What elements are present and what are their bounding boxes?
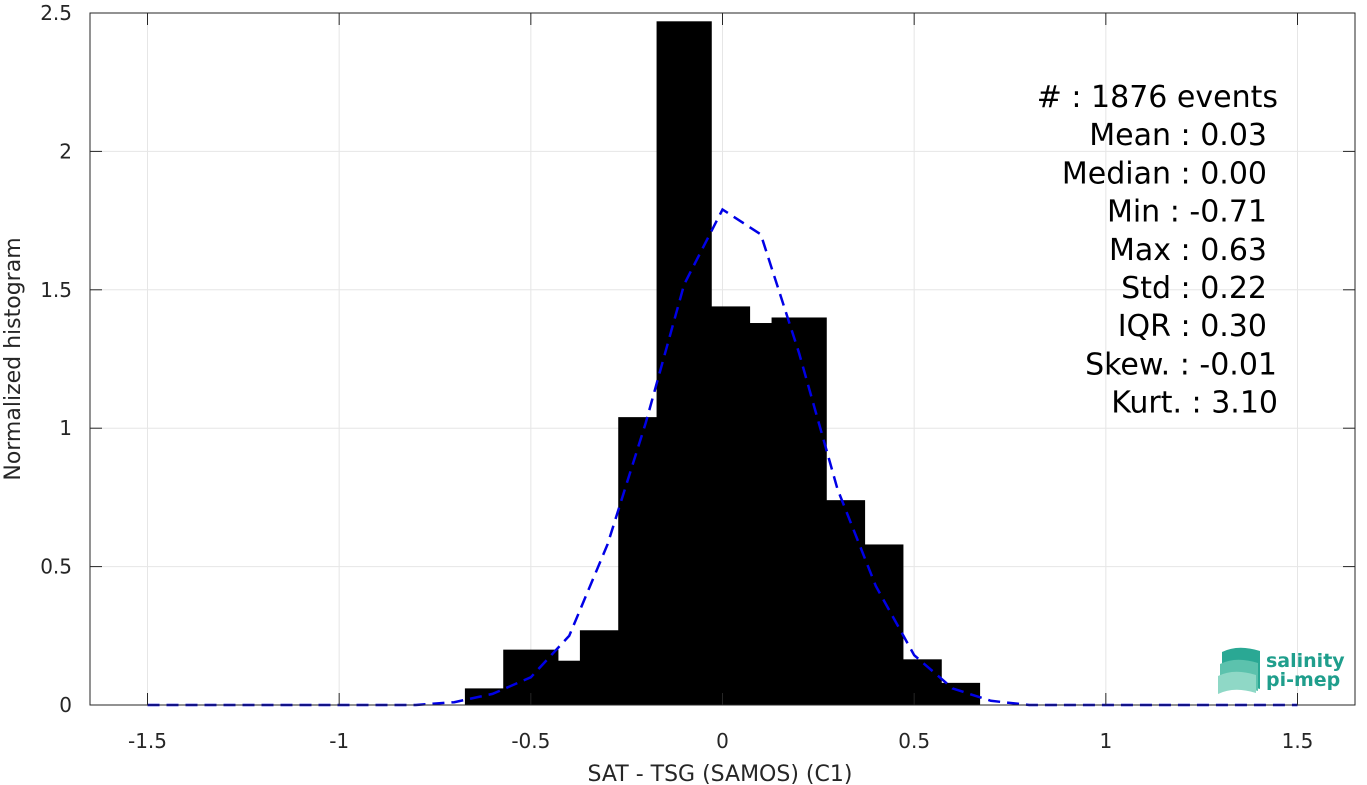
stat-line-8: Kurt. : 3.10 xyxy=(1111,386,1278,421)
x-tick-label-0: -1.5 xyxy=(128,729,167,753)
x-tick-label-4: 0.5 xyxy=(898,729,930,753)
x-tick-label-3: 0 xyxy=(716,729,729,753)
stat-line-2: Median : 0.00 xyxy=(1062,156,1267,191)
salinity-pimep-logo: salinity pi-mep xyxy=(1218,647,1345,694)
logo-text-salinity: salinity xyxy=(1266,650,1345,672)
x-axis-label: SAT - TSG (SAMOS) (C1) xyxy=(588,762,853,785)
y-tick-label-1: 0.5 xyxy=(40,555,72,579)
x-tick-label-6: 1.5 xyxy=(1282,729,1314,753)
stat-line-7: Skew. : -0.01 xyxy=(1085,347,1277,382)
y-tick-label-2: 1 xyxy=(59,416,72,440)
stat-line-5: Std : 0.22 xyxy=(1121,271,1267,306)
stat-line-1: Mean : 0.03 xyxy=(1089,118,1267,153)
logo-text-pimep: pi-mep xyxy=(1266,669,1340,691)
logo-waves-icon xyxy=(1218,647,1260,694)
x-tick-label-2: -0.5 xyxy=(511,729,550,753)
y-axis-label: Normalized histogram xyxy=(1,237,26,480)
y-tick-labels: 0 0.5 1 1.5 2 2.5 xyxy=(40,1,72,717)
y-tick-label-5: 2.5 xyxy=(40,1,72,25)
x-tick-label-5: 1 xyxy=(1099,729,1112,753)
stat-line-4: Max : 0.63 xyxy=(1109,233,1267,268)
stat-line-6: IQR : 0.30 xyxy=(1118,309,1267,344)
stat-line-3: Min : -0.71 xyxy=(1107,195,1267,230)
y-tick-label-4: 2 xyxy=(59,139,72,163)
stat-line-0: # : 1876 events xyxy=(1037,80,1278,115)
x-tick-label-1: -1 xyxy=(329,729,349,753)
bar-12 xyxy=(924,682,981,705)
y-tick-label-3: 1.5 xyxy=(40,278,72,302)
axes-frame xyxy=(89,12,1356,706)
x-tick-labels: -1.5 -1 -0.5 0 0.5 1 1.5 xyxy=(128,729,1313,753)
y-tick-label-0: 0 xyxy=(59,693,72,717)
